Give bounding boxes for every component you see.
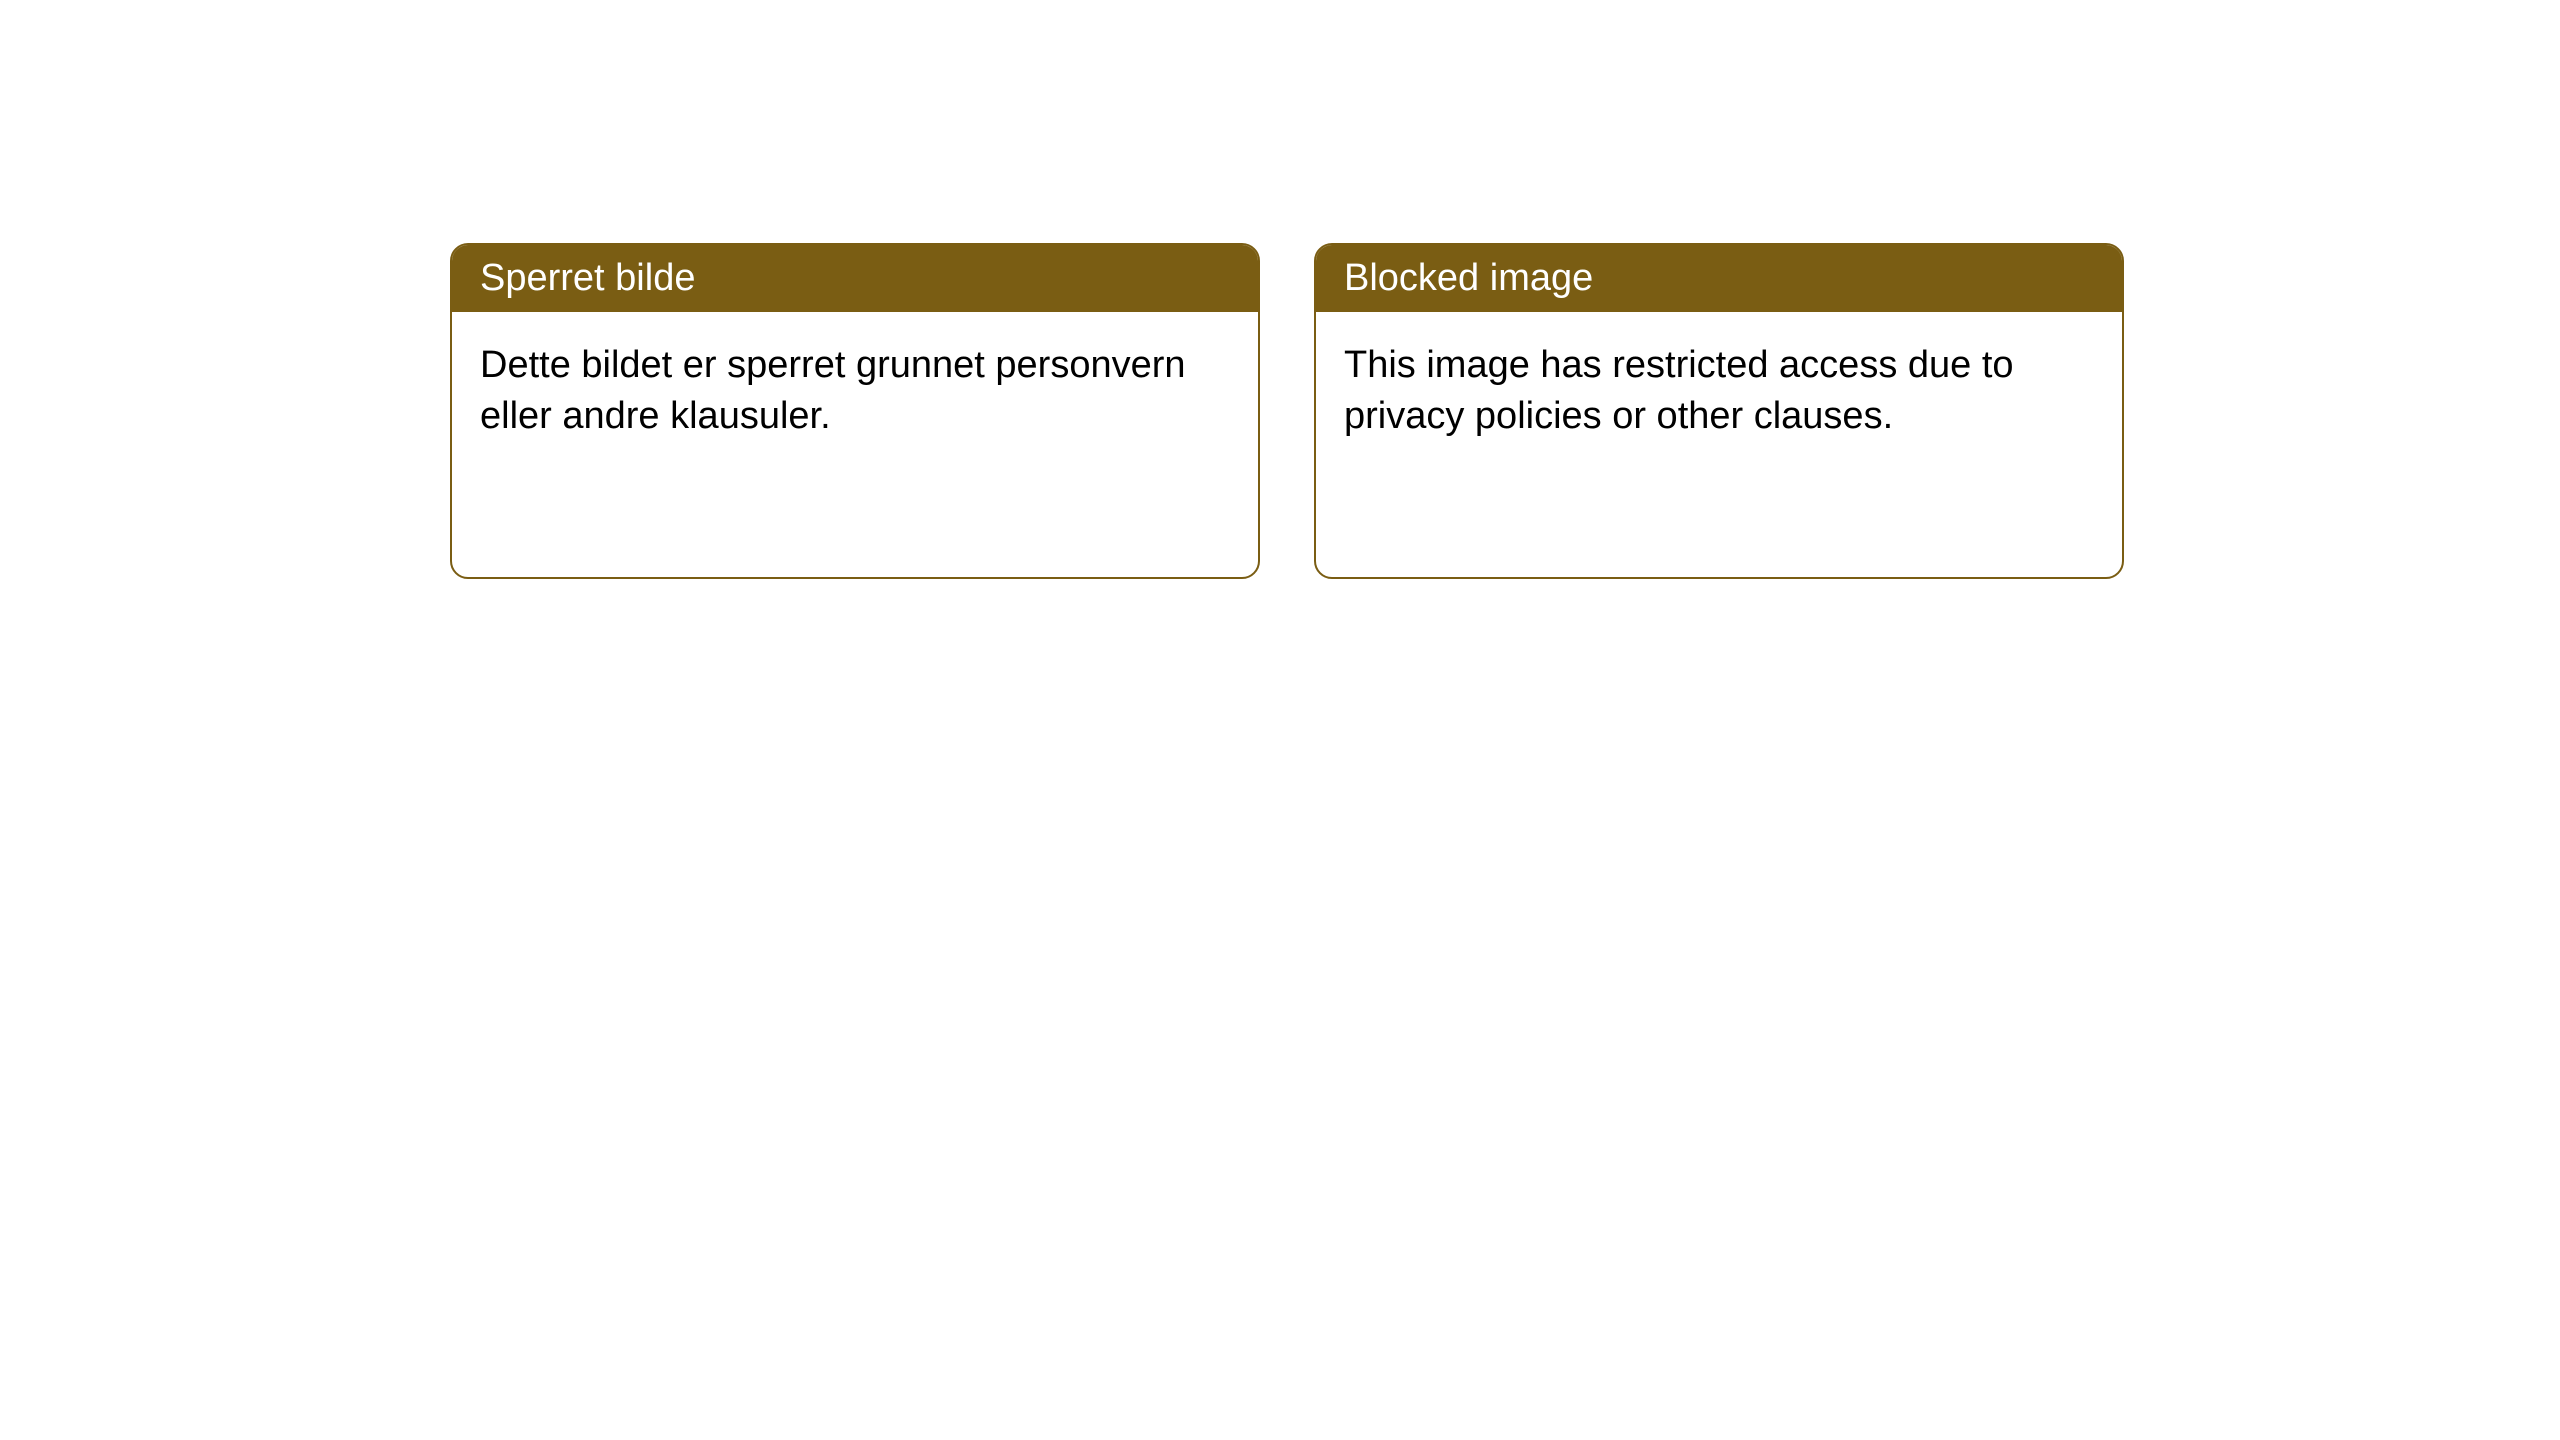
card-header: Sperret bilde	[452, 245, 1258, 312]
blocked-image-card-no: Sperret bilde Dette bildet er sperret gr…	[450, 243, 1260, 579]
card-title: Sperret bilde	[480, 257, 695, 299]
card-body-text: Dette bildet er sperret grunnet personve…	[480, 344, 1186, 437]
cards-container: Sperret bilde Dette bildet er sperret gr…	[450, 243, 2124, 579]
card-body-text: This image has restricted access due to …	[1344, 344, 2014, 437]
card-body: This image has restricted access due to …	[1316, 312, 2122, 471]
card-title: Blocked image	[1344, 257, 1593, 299]
blocked-image-card-en: Blocked image This image has restricted …	[1314, 243, 2124, 579]
card-body: Dette bildet er sperret grunnet personve…	[452, 312, 1258, 471]
card-header: Blocked image	[1316, 245, 2122, 312]
